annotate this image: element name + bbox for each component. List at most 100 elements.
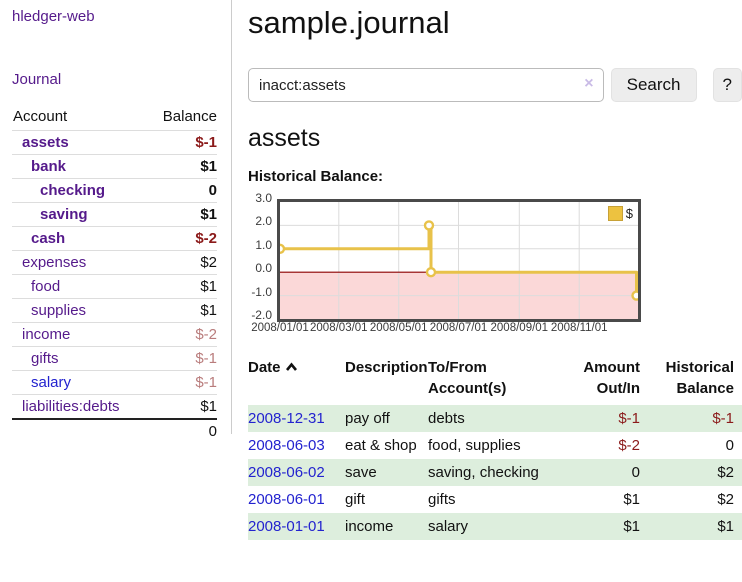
- x-tick-label: 2008/11/01: [550, 322, 608, 334]
- accounts-total-balance: 0: [147, 418, 217, 443]
- account-link-checking[interactable]: checking: [40, 182, 106, 199]
- transaction-date-link[interactable]: 2008-06-01: [248, 491, 325, 508]
- accounts-table: Account Balance assets $-1 bank $1 check…: [12, 105, 217, 443]
- account-row: checking 0: [12, 178, 217, 203]
- transaction-balance: $2: [717, 491, 734, 508]
- account-balance: $-1: [147, 346, 217, 371]
- transaction-description: gift: [345, 491, 366, 508]
- search-button[interactable]: Search: [610, 68, 697, 102]
- transaction-amount: $1: [623, 491, 640, 508]
- account-link-assets[interactable]: assets: [22, 134, 69, 151]
- chart-canvas: [274, 202, 642, 319]
- accounts-table-header: Account Balance: [12, 105, 217, 131]
- account-row: saving $1: [12, 202, 217, 227]
- account-row: food $1: [12, 274, 217, 299]
- sidebar: hledger-web Journal Account Balance asse…: [0, 0, 232, 443]
- account-heading: assets: [248, 124, 321, 152]
- register-row: 2008-12-31 pay off debts $-1 $-1: [248, 405, 742, 432]
- y-tick-label: 0.0: [255, 261, 272, 275]
- y-tick-label: 3.0: [255, 191, 272, 205]
- register-header-accounts: To/From Account(s): [428, 359, 507, 397]
- y-tick-label: -1.0: [251, 285, 272, 299]
- account-link-salary[interactable]: salary: [31, 374, 72, 391]
- transaction-accounts: salary: [428, 518, 469, 535]
- account-balance: 0: [147, 178, 217, 203]
- transaction-balance: $1: [717, 518, 734, 535]
- account-balance: $1: [147, 394, 217, 419]
- y-tick-label: -2.0: [251, 308, 272, 322]
- transaction-amount: $-1: [618, 410, 640, 427]
- register-table-header: Date Description To/From Account(s) Amou…: [248, 355, 742, 405]
- account-link-food[interactable]: food: [31, 278, 61, 295]
- account-balance: $1: [147, 202, 217, 227]
- clear-search-icon[interactable]: ×: [584, 75, 594, 92]
- transaction-description: eat & shop: [345, 437, 417, 454]
- account-balance: $-2: [147, 226, 217, 251]
- legend-label: $: [625, 206, 633, 221]
- help-button[interactable]: ?: [712, 68, 742, 102]
- search-form: × Search ?: [248, 68, 742, 102]
- register-header-date[interactable]: Date: [248, 355, 345, 405]
- transaction-description: income: [345, 518, 394, 535]
- x-tick-label: 2008/05/01: [369, 322, 428, 334]
- y-tick-label: 1.0: [255, 238, 272, 252]
- account-row: income $-2: [12, 322, 217, 347]
- account-balance: $-1: [147, 130, 217, 155]
- account-link-cash[interactable]: cash: [31, 230, 66, 247]
- chart-legend: $: [607, 206, 633, 221]
- account-link-income[interactable]: income: [22, 326, 71, 343]
- account-link-supplies[interactable]: supplies: [31, 302, 87, 319]
- register-header-description: Description: [345, 359, 428, 376]
- account-link-gifts[interactable]: gifts: [31, 350, 59, 367]
- register-row: 2008-01-01 income salary $1 $1: [248, 513, 742, 540]
- page-title: sample.journal: [248, 5, 450, 40]
- transaction-amount: $1: [623, 518, 640, 535]
- transaction-amount: 0: [631, 464, 640, 481]
- app-brand-link[interactable]: hledger-web: [12, 8, 95, 25]
- account-link-bank[interactable]: bank: [31, 158, 67, 175]
- accounts-header-balance: Balance: [162, 108, 217, 125]
- search-box: ×: [248, 68, 604, 102]
- account-row: gifts $-1: [12, 346, 217, 371]
- transaction-balance: 0: [725, 437, 734, 454]
- chart-plot-area: $: [274, 199, 642, 322]
- account-row: cash $-2: [12, 226, 217, 251]
- account-row: bank $1: [12, 154, 217, 179]
- account-row: expenses $2: [12, 250, 217, 275]
- register-header-amount: Amount Out/In: [583, 359, 640, 397]
- sort-ascending-icon: [285, 357, 298, 378]
- transaction-amount: $-2: [618, 437, 640, 454]
- x-tick-label: 2008/07/01: [429, 322, 488, 334]
- account-balance: $-1: [147, 370, 217, 395]
- register-row: 2008-06-02 save saving, checking 0 $2: [248, 459, 742, 486]
- sidebar-item-journal[interactable]: Journal: [12, 71, 62, 88]
- transaction-date-link[interactable]: 2008-06-02: [248, 464, 325, 481]
- transaction-accounts: food, supplies: [428, 437, 521, 454]
- account-link-expenses[interactable]: expenses: [22, 254, 87, 271]
- account-row: supplies $1: [12, 298, 217, 323]
- transaction-date-link[interactable]: 2008-06-03: [248, 437, 325, 454]
- transaction-description: pay off: [345, 410, 390, 427]
- account-balance: $1: [147, 274, 217, 299]
- transaction-balance: $2: [717, 464, 734, 481]
- account-row: liabilities:debts $1: [12, 394, 217, 419]
- account-balance: $1: [147, 298, 217, 323]
- transaction-date-link[interactable]: 2008-01-01: [248, 518, 325, 535]
- account-link-saving[interactable]: saving: [40, 206, 88, 223]
- transaction-accounts: saving, checking: [428, 464, 539, 481]
- main-content: sample.journal × Search ? assets Histori…: [248, 0, 742, 540]
- search-input[interactable]: [248, 68, 604, 102]
- register-header-balance: Historical Balance: [665, 359, 734, 397]
- accounts-header-account: Account: [13, 108, 68, 125]
- account-balance: $-2: [147, 322, 217, 347]
- transaction-date-link[interactable]: 2008-12-31: [248, 410, 325, 427]
- chart-title: Historical Balance:: [248, 168, 384, 185]
- transaction-balance: $-1: [712, 410, 734, 427]
- account-row: assets $-1: [12, 130, 217, 155]
- account-link-liabilities-debts[interactable]: liabilities:debts: [22, 398, 120, 415]
- account-row: salary $-1: [12, 370, 217, 395]
- register-table: Date Description To/From Account(s) Amou…: [248, 355, 742, 540]
- register-row: 2008-06-03 eat & shop food, supplies $-2…: [248, 432, 742, 459]
- x-tick-label: 2008/03/01: [310, 322, 368, 334]
- accounts-total-row: 0: [12, 418, 217, 443]
